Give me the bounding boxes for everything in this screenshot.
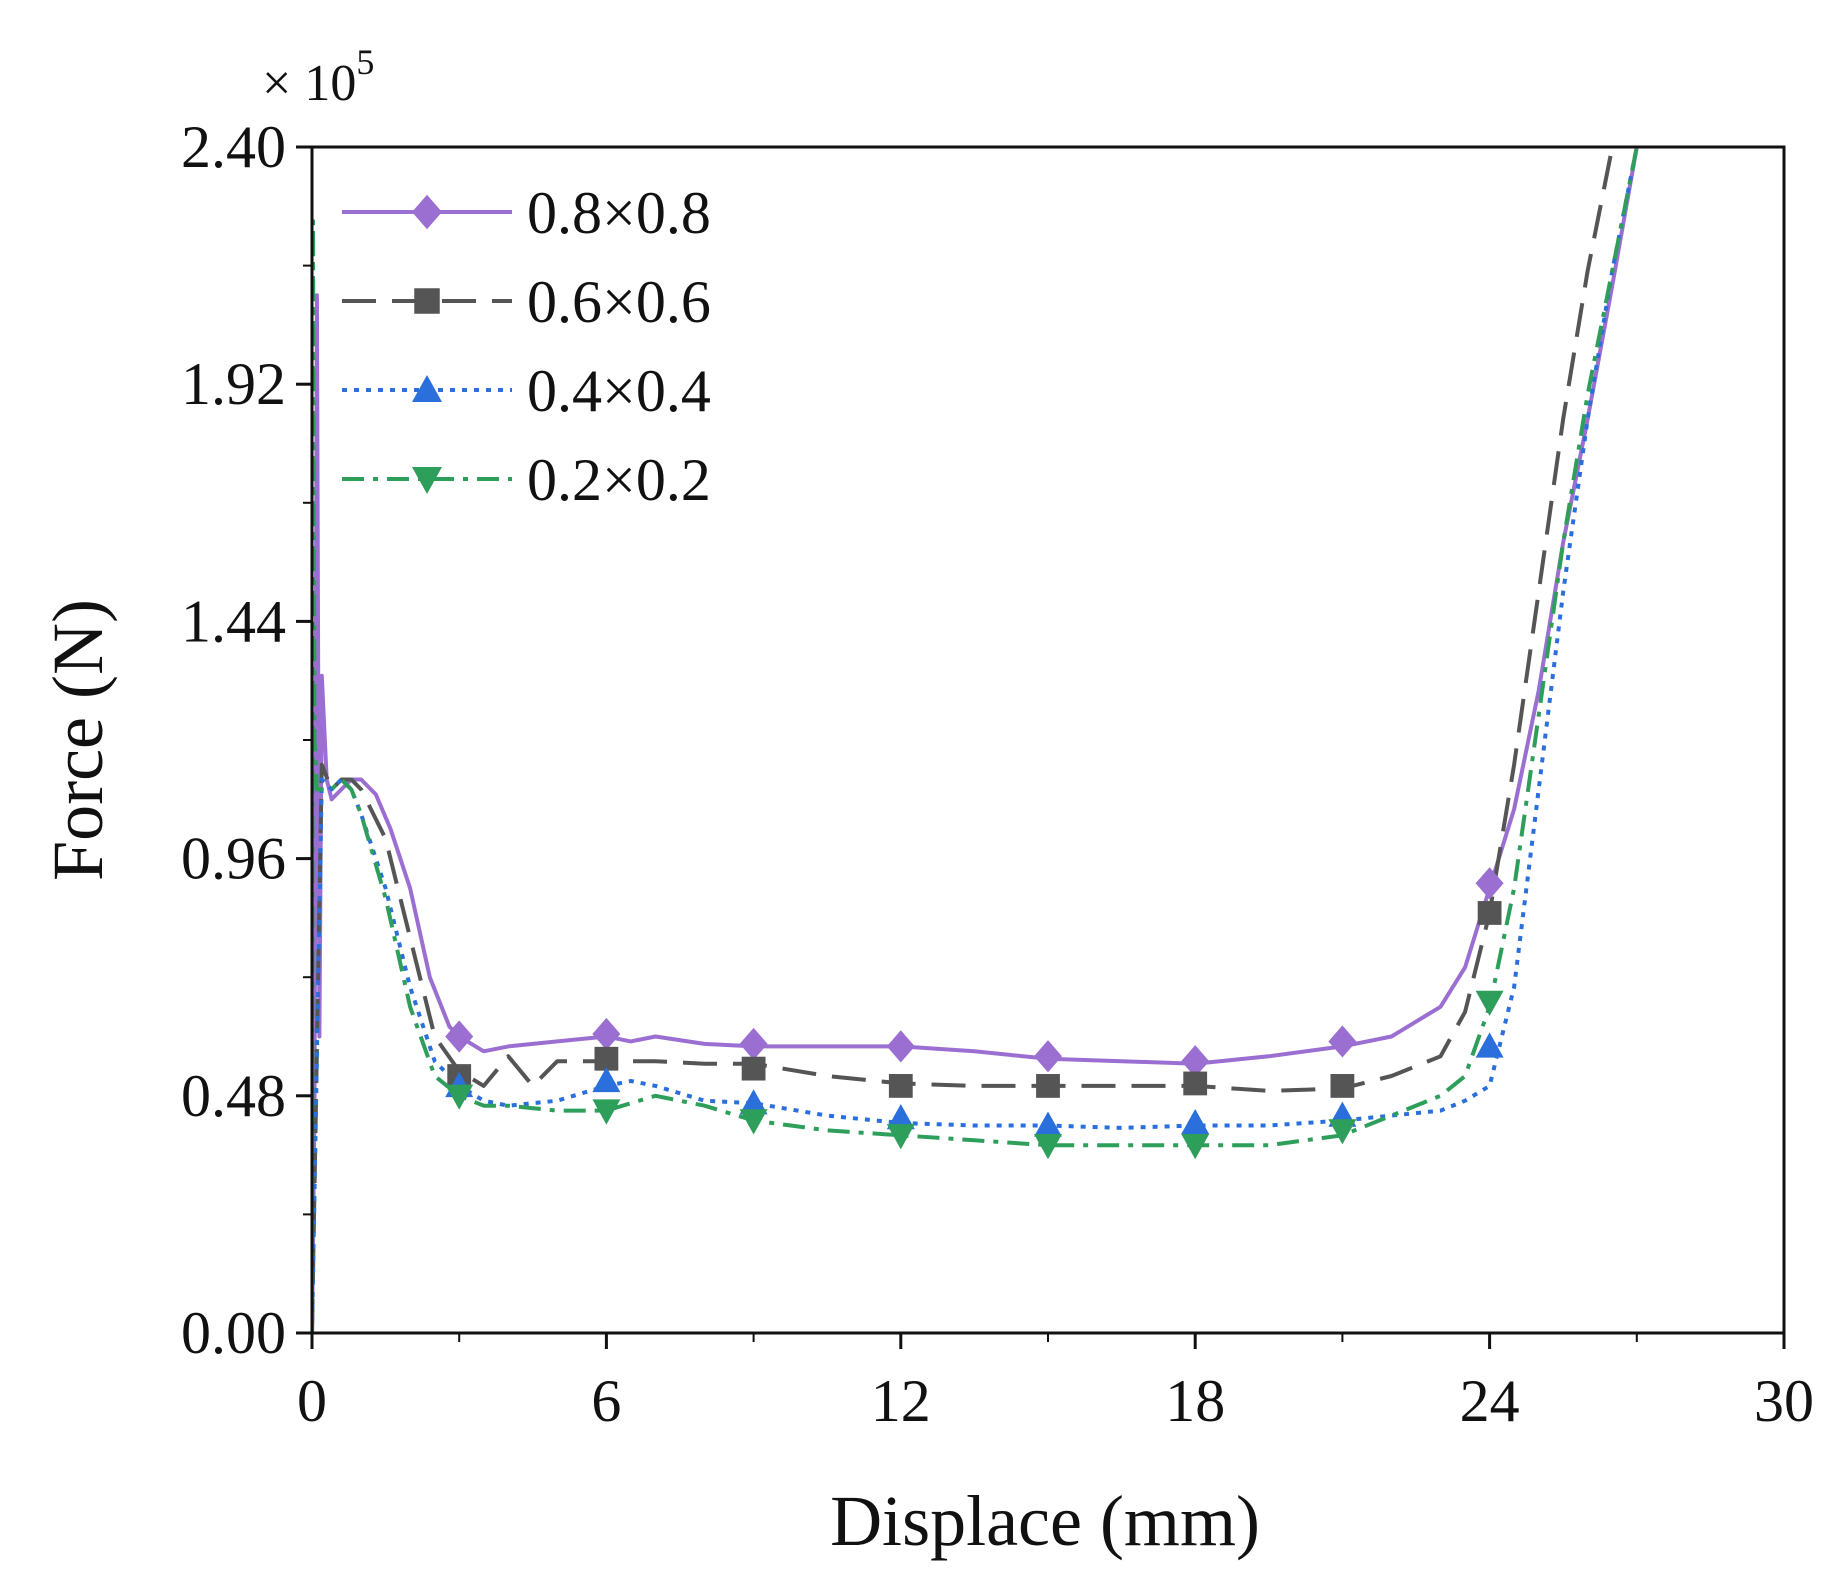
series-line-0202: [312, 146, 1639, 1333]
data-point-0202: [445, 1084, 474, 1110]
y-axis-title: Force (N): [38, 599, 118, 881]
data-point-0606: [1036, 1074, 1060, 1098]
data-point-0808: [1181, 1045, 1210, 1078]
legend-marker-0606: [414, 288, 440, 314]
legend-marker-0202: [412, 467, 442, 494]
x-axis-title: Displace (mm): [830, 1481, 1260, 1561]
data-point-0202: [886, 1124, 915, 1150]
data-point-0404: [1181, 1108, 1210, 1135]
data-point-0202: [1475, 990, 1504, 1016]
x-tick-label: 24: [1460, 1368, 1520, 1434]
y-tick-label: 2.40: [181, 114, 286, 180]
data-point-0606: [741, 1056, 766, 1081]
x-tick-label: 0: [297, 1368, 327, 1434]
data-point-0404: [592, 1066, 621, 1093]
x-tick-label: 12: [871, 1368, 931, 1434]
data-point-0808: [445, 1020, 474, 1053]
data-point-0606: [1477, 901, 1502, 925]
data-point-0202: [1181, 1134, 1210, 1160]
data-point-0808: [1328, 1025, 1357, 1058]
data-point-0202: [592, 1099, 621, 1125]
legend-marker-0808: [412, 194, 442, 230]
data-point-0808: [739, 1027, 768, 1061]
data-point-0808: [1034, 1040, 1062, 1073]
legend-label-0808: 0.8×0.8: [527, 180, 711, 246]
y-tick-label: 0.48: [181, 1063, 286, 1129]
data-point-0404: [739, 1089, 768, 1115]
y-tick-label: 1.92: [181, 351, 286, 417]
data-point-0202: [1328, 1119, 1357, 1145]
data-point-0404: [886, 1104, 915, 1130]
data-point-0202: [739, 1109, 768, 1135]
data-point-0606: [1183, 1071, 1208, 1096]
legend-label-0404: 0.4×0.4: [527, 358, 711, 424]
x-tick-label: 30: [1754, 1368, 1814, 1434]
series-layer: [312, 146, 1639, 1333]
data-point-0808: [886, 1030, 915, 1063]
data-point-0808: [1475, 867, 1504, 900]
x-tick-label: 18: [1165, 1368, 1225, 1434]
legend-label-0202: 0.2×0.2: [527, 447, 711, 513]
data-point-0606: [1330, 1074, 1355, 1098]
data-point-0202: [1034, 1134, 1062, 1160]
y-axis-multiplier: × 105: [262, 42, 374, 112]
series-line-0606: [312, 146, 1615, 1333]
legend-marker-0404: [412, 375, 442, 402]
y-tick-label: 0.00: [181, 1300, 286, 1366]
tick-layer: 0 6 12 18 24 30 0.00 0.48 0.96 1.44 1.92 2.40: [181, 114, 1814, 1434]
data-point-0606: [888, 1074, 913, 1098]
series-line-0404: [312, 146, 1639, 1333]
data-point-0404: [1475, 1032, 1504, 1058]
series-line-0808: [312, 146, 1639, 1333]
y-tick-label: 1.44: [181, 588, 286, 654]
data-point-0808: [592, 1017, 621, 1051]
legend: 0.8×0.8 0.6×0.6 0.4×0.4 0.2×0.2: [342, 180, 711, 513]
x-tick-label: 6: [591, 1368, 621, 1434]
multiplier-base: × 10: [262, 55, 356, 112]
data-point-0606: [594, 1046, 619, 1071]
y-tick-label: 0.96: [181, 826, 286, 892]
legend-label-0606: 0.6×0.6: [527, 269, 711, 335]
data-point-0404: [1034, 1111, 1062, 1137]
multiplier-exponent: 5: [356, 42, 374, 82]
marker-layer: [445, 867, 1504, 1160]
